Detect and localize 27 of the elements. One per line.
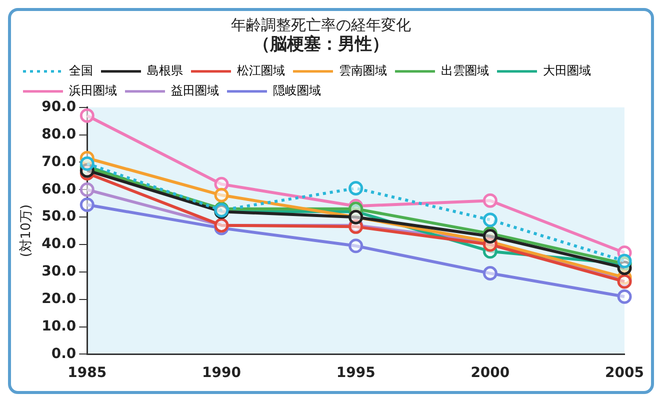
legend-label: 島根県 xyxy=(147,64,183,78)
y-tick-label: 10.0 xyxy=(42,318,76,334)
legend-label: 浜田圏域 xyxy=(69,84,117,98)
y-tick-label: 80.0 xyxy=(42,126,76,142)
y-axis-title: (対10万) xyxy=(18,204,34,258)
y-tick-label: 90.0 xyxy=(42,99,76,116)
y-tick-label: 0.0 xyxy=(51,346,76,362)
chart-title: 年齢調整死亡率の経年変化 xyxy=(231,16,411,34)
x-tick-label: 1985 xyxy=(68,365,107,382)
y-tick-label: 50.0 xyxy=(42,208,76,225)
y-tick-label: 40.0 xyxy=(42,236,76,252)
y-tick-label: 20.0 xyxy=(42,290,76,307)
legend-label: 益田圏域 xyxy=(171,84,219,98)
x-tick-label: 2005 xyxy=(605,365,644,382)
y-tick-label: 60.0 xyxy=(42,181,76,198)
legend-label: 大田圏域 xyxy=(543,64,591,78)
legend-label: 隠岐圏域 xyxy=(273,84,321,98)
x-tick-label: 2000 xyxy=(470,365,510,382)
legend-label: 雲南圏域 xyxy=(339,64,387,78)
legend-label: 全国 xyxy=(69,64,93,78)
x-tick-label: 1995 xyxy=(336,365,376,382)
legend-label: 松江圏域 xyxy=(237,64,285,78)
legend-label: 出雲圏域 xyxy=(441,64,489,78)
y-tick-label: 70.0 xyxy=(42,154,76,170)
chart-subtitle: （脳梗塞：男性） xyxy=(253,34,389,55)
x-tick-label: 1990 xyxy=(202,365,242,382)
y-tick-label: 30.0 xyxy=(42,264,76,280)
